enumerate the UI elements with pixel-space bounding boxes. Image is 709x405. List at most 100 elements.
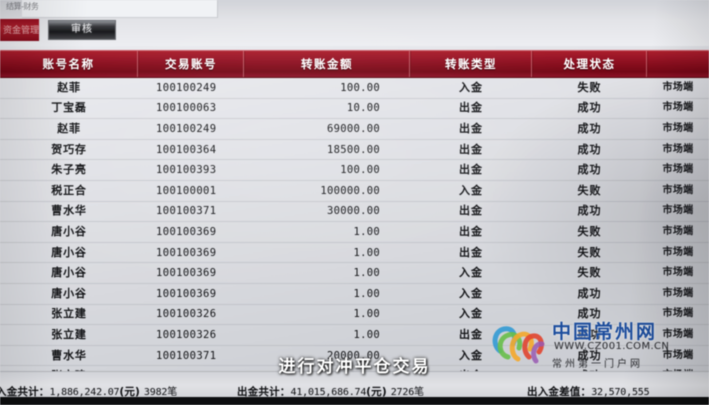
cell-type: 入金: [459, 286, 483, 300]
cell-amt: 1.00: [353, 287, 380, 300]
table-row[interactable]: 赵菲 100100249 69000.00 出金 成功 市场端: [0, 119, 709, 140]
summary-out-label: 出金共计：: [237, 386, 291, 398]
cell-name: 税正合: [51, 183, 87, 197]
cell-src: 市场端: [662, 287, 694, 299]
table-row[interactable]: 唐小谷 100100369 1.00 入金 失败 市场端: [0, 263, 709, 284]
cell-status: 失败: [577, 245, 602, 259]
cell-src: 市场端: [662, 143, 694, 155]
column-header-trade-account[interactable]: 交易账号: [138, 51, 244, 77]
cell-name: 唐小谷: [51, 266, 87, 280]
summary-in-total: 入金共计：1,886,242.07(元) 3982笔: [0, 383, 177, 399]
cell-acct: 100100371: [156, 349, 217, 362]
cell-src: 市场端: [662, 349, 694, 361]
video-subtitle: 进行对冲平仓交易: [278, 357, 431, 377]
cell-status: 失败: [577, 183, 602, 197]
cell-status: 成功: [577, 286, 602, 300]
cell-type: 入金: [459, 266, 483, 280]
cell-src: 市场端: [662, 102, 694, 114]
column-header-amount[interactable]: 转账金额: [244, 51, 410, 77]
summary-out-total: 出金共计：41,015,686.74(元) 2726笔: [237, 383, 424, 399]
cell-type: 入金: [459, 183, 483, 197]
column-header-status[interactable]: 处理状态: [532, 51, 647, 77]
cell-name: 唐小谷: [51, 245, 87, 259]
cell-type: 入金: [459, 348, 483, 362]
cell-status: 成功: [577, 101, 602, 115]
cell-name: 张立建: [51, 307, 87, 321]
table-row[interactable]: 丁宝磊 100100063 10.00 出金 成功 市场端: [0, 99, 709, 120]
column-header-transfer-type[interactable]: 转账类型: [410, 51, 532, 77]
cell-status: 成功: [577, 348, 602, 362]
table-row[interactable]: 贺巧存 100100364 18500.00 出金 成功 市场端: [0, 140, 709, 161]
cell-status: 失败: [577, 224, 602, 238]
cell-amt: 100.00: [340, 164, 380, 177]
cell-amt: 1.00: [353, 225, 380, 238]
summary-in-value: 1,886,242.07: [49, 387, 120, 398]
cell-name: 丁宝磊: [51, 101, 87, 115]
cell-name: 唐小谷: [51, 286, 87, 300]
cell-amt: 20000.00: [327, 349, 380, 362]
cell-acct: 100100369: [156, 267, 217, 280]
cell-status: 成功: [577, 327, 602, 341]
window-tiny-label: 结算-财务: [6, 2, 39, 11]
cell-acct: 100100326: [156, 328, 217, 341]
watermark-title: 中国常州网: [552, 321, 658, 343]
table-row[interactable]: 张立建 100100326 1.00 出金 成功 市场端: [0, 325, 709, 346]
cell-type: 出金: [459, 163, 483, 177]
cell-src: 市场端: [662, 205, 694, 217]
cell-status: 成功: [577, 307, 602, 321]
summary-diff-value: 32,570,555: [591, 387, 650, 398]
column-header-account-name[interactable]: 账号名称: [0, 51, 138, 77]
cell-amt: 100.00: [340, 81, 380, 94]
cell-status: 失败: [577, 266, 602, 280]
table-row[interactable]: 朱子亮 100100393 100.00 出金 成功 市场端: [0, 160, 709, 181]
cell-acct: 100100364: [156, 143, 217, 156]
summary-difference: 出入金差值：32,570,555: [527, 384, 650, 399]
cell-acct: 100100063: [156, 102, 217, 115]
cell-name: 曹水华: [51, 204, 87, 218]
cz-logo-icon: [492, 326, 545, 364]
module-tab-label: 资金管理: [3, 26, 39, 36]
cell-status: 成功: [577, 163, 602, 177]
cell-status: 失败: [577, 80, 602, 94]
cell-src: 市场端: [662, 225, 694, 237]
cell-amt: 1.00: [353, 308, 380, 321]
watermark-slogan: 常州第一门户网: [552, 359, 643, 370]
cell-amt: 1.00: [353, 246, 380, 259]
review-button[interactable]: 审核: [48, 20, 116, 40]
cell-type: 出金: [459, 224, 483, 238]
cell-name: 唐小谷: [51, 224, 87, 238]
cell-src: 市场端: [662, 81, 694, 93]
table-row[interactable]: 税正合 100100001 100000.00 入金 失败 市场端: [0, 181, 709, 202]
cell-src: 市场端: [662, 184, 694, 196]
cell-name: 朱子亮: [51, 163, 87, 177]
module-tab-red[interactable]: 资金管理: [0, 19, 40, 41]
cell-src: 市场端: [662, 122, 694, 134]
summary-out-unit: (元): [366, 386, 387, 398]
cell-type: 出金: [459, 245, 483, 259]
cell-type: 出金: [459, 121, 483, 135]
table-row[interactable]: 唐小谷 100100369 1.00 出金 失败 市场端: [0, 243, 709, 264]
summary-diff-label: 出入金差值：: [527, 386, 592, 398]
cell-amt: 1.00: [353, 267, 380, 280]
cell-acct: 100100249: [156, 81, 217, 94]
cell-src: 市场端: [662, 308, 694, 320]
table-row[interactable]: 曹水华 100100371 30000.00 出金 成功 市场端: [0, 202, 709, 223]
cell-type: 入金: [459, 307, 483, 321]
cell-acct: 100100369: [156, 246, 217, 259]
cell-type: 出金: [459, 142, 483, 156]
column-header-source[interactable]: [647, 51, 709, 77]
cell-src: 市场端: [662, 246, 694, 258]
cell-name: 赵菲: [57, 80, 81, 94]
cell-amt: 10.00: [346, 102, 380, 115]
cell-name: 贺巧存: [51, 142, 87, 156]
summary-in-count: 3982笔: [143, 387, 178, 398]
cell-name: 赵菲: [57, 121, 81, 135]
table-row[interactable]: 张立建 100100326 1.00 入金 成功 市场端: [0, 305, 709, 326]
table-row[interactable]: 赵菲 100100249 100.00 入金 失败 市场端: [0, 78, 709, 99]
cell-acct: 100100393: [156, 164, 217, 177]
window-chrome: 结算-财务 资金管理 审核: [0, 0, 709, 46]
table-row[interactable]: 唐小谷 100100369 1.00 出金 失败 市场端: [0, 222, 709, 243]
cell-name: 曹水华: [51, 348, 87, 362]
table-row[interactable]: 唐小谷 100100369 1.00 入金 成功 市场端: [0, 284, 709, 305]
table-row[interactable]: 曹水华 100100371 20000.00 入金 成功 市场端: [0, 346, 709, 367]
